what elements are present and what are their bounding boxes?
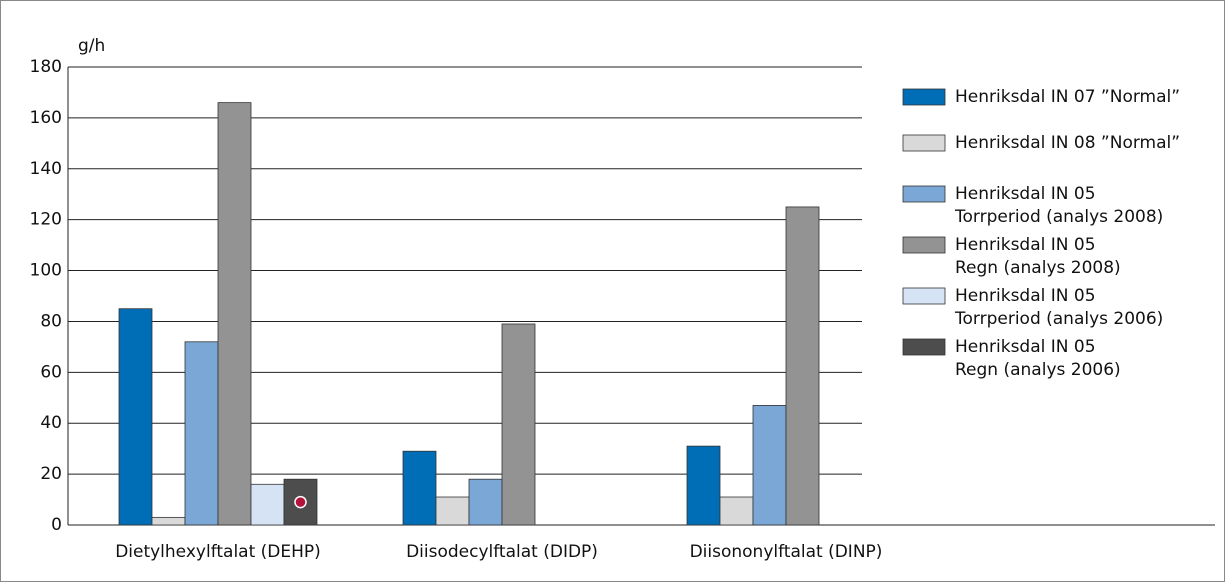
legend-label: Henriksdal IN 08 ”Normal” xyxy=(955,133,1181,153)
bar xyxy=(435,496,470,526)
y-tick-label: 0 xyxy=(51,515,62,535)
y-tick-label: 80 xyxy=(40,311,62,331)
legend-label: Henriksdal IN 05 Torrperiod (analys 2006… xyxy=(955,286,1164,329)
legend-swatch xyxy=(902,185,946,203)
bar xyxy=(250,483,285,526)
bar xyxy=(686,445,721,526)
y-axis-label: g/h xyxy=(78,36,105,56)
bar xyxy=(468,478,503,526)
y-tick-label: 100 xyxy=(30,261,62,281)
bar xyxy=(402,450,437,526)
y-tick-label: 40 xyxy=(40,413,62,433)
x-tick-label: Diisodecylftalat (DIDP) xyxy=(406,542,598,562)
bar xyxy=(184,341,219,526)
bar xyxy=(785,206,820,526)
legend-swatch xyxy=(902,236,946,254)
bar xyxy=(501,323,536,526)
bar xyxy=(151,516,186,526)
bar xyxy=(217,102,252,526)
y-tick-label: 120 xyxy=(30,210,62,230)
legend-label: Henriksdal IN 07 ”Normal” xyxy=(955,87,1181,107)
y-tick-label: 160 xyxy=(30,108,62,128)
y-tick-label: 140 xyxy=(30,159,62,179)
x-tick-label: Diisononylftalat (DINP) xyxy=(690,542,883,562)
legend-swatch xyxy=(902,338,946,356)
x-tick-label: Dietylhexylftalat (DEHP) xyxy=(115,542,321,562)
legend-label: Henriksdal IN 05 Regn (analys 2006) xyxy=(955,337,1121,380)
legend-swatch xyxy=(902,134,946,152)
y-tick-label: 20 xyxy=(40,464,62,484)
y-tick-label: 60 xyxy=(40,362,62,382)
legend-label: Henriksdal IN 05 Torrperiod (analys 2008… xyxy=(955,184,1164,227)
bar xyxy=(118,308,153,526)
bar xyxy=(752,405,787,526)
legend-swatch xyxy=(902,287,946,305)
legend-swatch xyxy=(902,88,946,106)
bar xyxy=(719,496,754,526)
y-tick-label: 180 xyxy=(30,57,62,77)
legend-label: Henriksdal IN 05 Regn (analys 2008) xyxy=(955,235,1121,278)
marker-dot xyxy=(294,495,307,509)
